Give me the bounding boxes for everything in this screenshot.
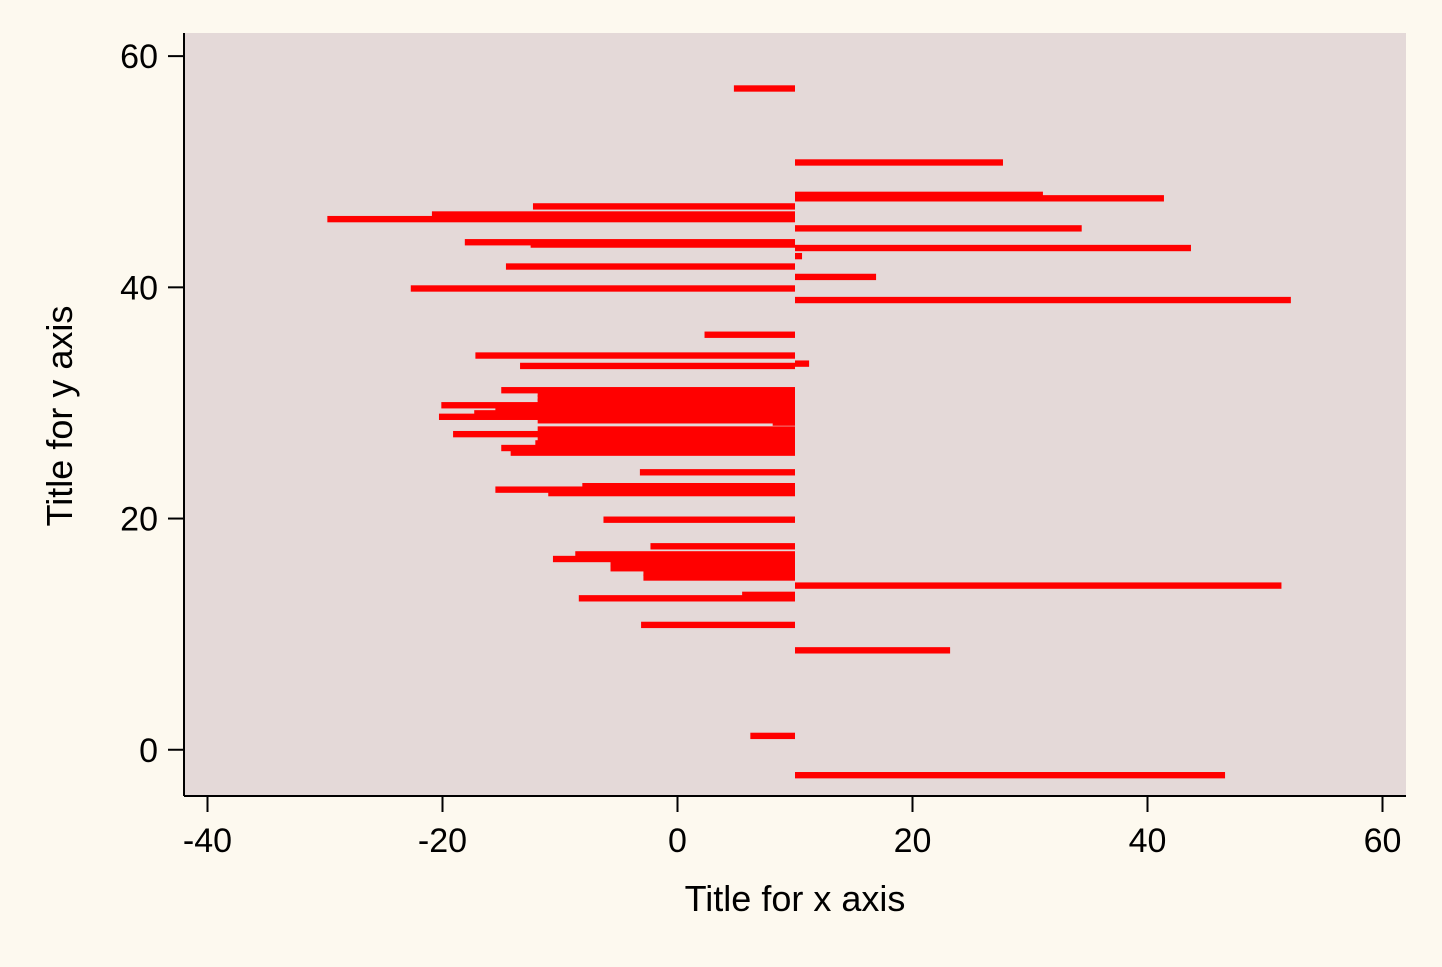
- y-tick-label: 40: [120, 269, 158, 307]
- bar-4: [532, 203, 795, 210]
- bar-5: [431, 211, 795, 218]
- x-tick-label: 20: [894, 822, 932, 860]
- bar-30: [537, 426, 795, 433]
- bar-50: [578, 595, 795, 602]
- bar-40: [603, 516, 795, 523]
- bar-38: [495, 486, 795, 493]
- bar-17: [475, 352, 795, 359]
- bar-12: [505, 263, 795, 270]
- bar-39: [548, 489, 795, 497]
- bar-26: [474, 410, 795, 417]
- bar-47: [643, 574, 795, 581]
- bar-22: [537, 395, 795, 402]
- bar-28: [537, 417, 795, 424]
- bar-16: [704, 331, 795, 338]
- bar-20: [501, 387, 795, 394]
- bar-23: [537, 398, 795, 405]
- bar-31: [453, 430, 795, 438]
- bar-15: [795, 296, 1291, 304]
- bar-2: [795, 191, 1043, 199]
- bar-32: [537, 435, 795, 442]
- y-tick-label: 0: [139, 732, 158, 770]
- bar-49: [742, 591, 795, 599]
- bar-41: [650, 543, 795, 550]
- bar-54: [795, 772, 1226, 779]
- bars-group: [327, 85, 1291, 779]
- bar-37: [582, 482, 795, 490]
- bar-25: [495, 405, 795, 412]
- bar-9: [530, 241, 795, 248]
- y-axis-title: Title for y axis: [39, 306, 80, 527]
- bar-29: [772, 419, 795, 426]
- bar-35: [510, 449, 795, 456]
- bar-53: [750, 732, 795, 740]
- x-tick-label: -40: [183, 822, 232, 860]
- bar-24: [441, 402, 795, 409]
- bar-27: [438, 413, 795, 420]
- bar-34: [501, 444, 795, 452]
- bar-19: [520, 362, 795, 370]
- bar-18: [795, 360, 810, 367]
- y-ticks-group: 0 20 40 60: [120, 38, 184, 770]
- x-tick-label: 0: [668, 822, 687, 860]
- bar-11: [795, 252, 803, 260]
- bar-6: [327, 215, 795, 223]
- bar-3: [795, 195, 1164, 202]
- bar-13: [795, 273, 877, 281]
- bar-44: [610, 560, 795, 567]
- bar-48: [795, 582, 1282, 589]
- bar-1: [795, 159, 1003, 166]
- x-axis-title: Title for x axis: [685, 878, 906, 919]
- bar-14: [410, 285, 795, 292]
- bar-52: [795, 647, 951, 654]
- bar-46: [643, 569, 795, 577]
- bar-21: [537, 390, 795, 397]
- bar-42: [575, 551, 795, 558]
- bar-43: [552, 555, 795, 563]
- bar-51: [641, 621, 795, 629]
- bar-36: [639, 469, 795, 476]
- bar-45: [610, 565, 795, 572]
- bar-7: [795, 225, 1082, 232]
- x-tick-label: -20: [418, 822, 467, 860]
- x-ticks-group: -40 -20 0 20 40 60: [183, 796, 1401, 860]
- bar-10: [795, 244, 1191, 252]
- y-tick-label: 60: [120, 38, 158, 76]
- x-tick-label: 60: [1364, 822, 1402, 860]
- bar-33: [535, 440, 795, 447]
- bar-0: [733, 85, 795, 92]
- x-tick-label: 40: [1129, 822, 1167, 860]
- y-tick-label: 20: [120, 501, 158, 539]
